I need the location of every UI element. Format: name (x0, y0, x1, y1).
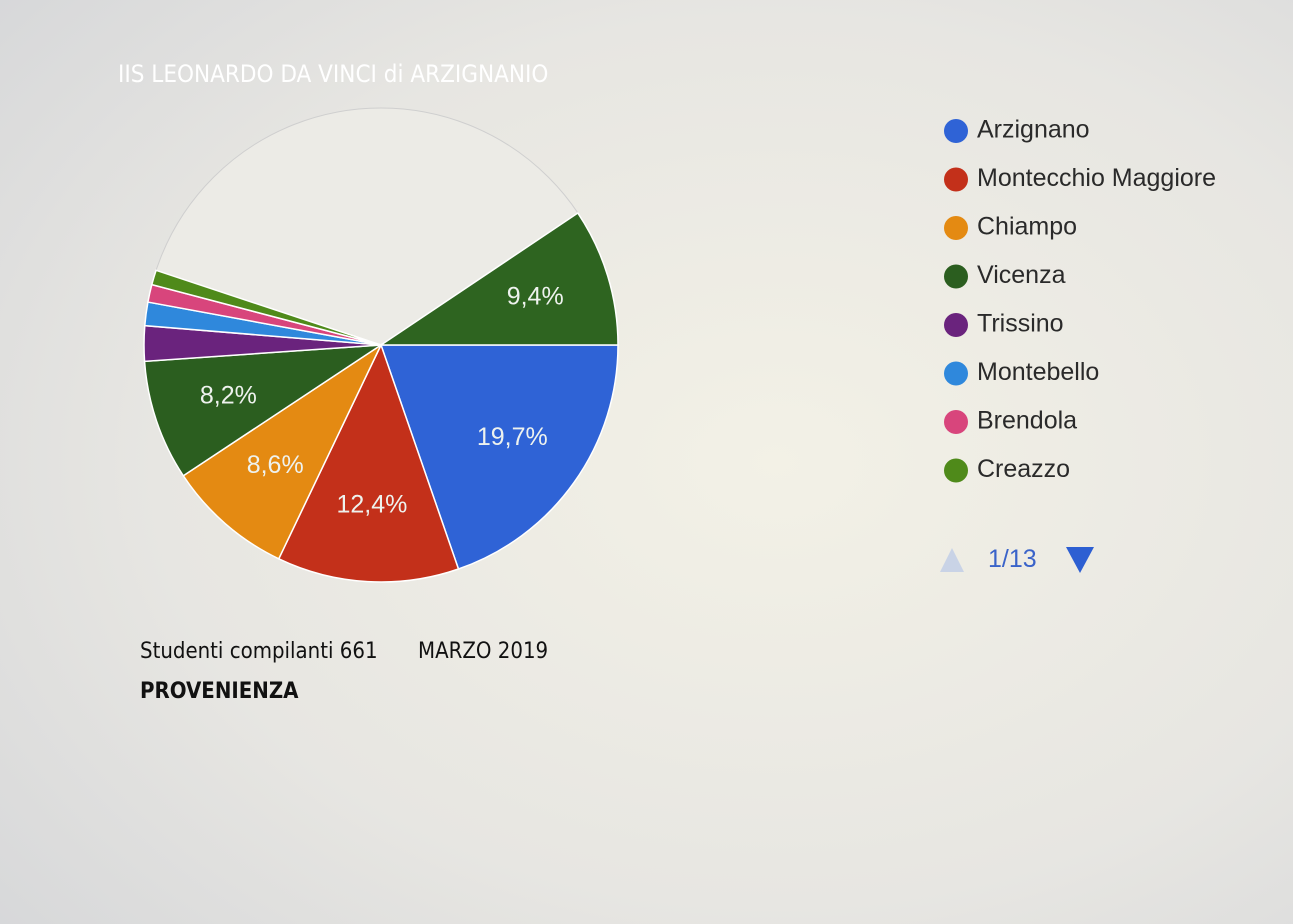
caption: PROVENIENZA (140, 679, 299, 704)
pie-slice (182, 342, 383, 560)
legend-marker (944, 458, 968, 483)
pie-slice (379, 344, 619, 570)
legend-marker (944, 313, 968, 337)
subtitle: Studenti compilanti 661 (140, 639, 378, 664)
legend-label: Arzignano (977, 116, 1090, 144)
slice-label: 8,6% (247, 451, 304, 479)
legend-page: 1/13 (988, 545, 1037, 573)
legend-label: Brendola (977, 407, 1077, 435)
legend-label: Creazzo (977, 455, 1070, 483)
legend-marker (944, 410, 968, 434)
date: MARZO 2019 (418, 639, 548, 664)
slice-label: 8,2% (200, 381, 257, 409)
legend-marker (944, 264, 968, 289)
slice-label: 12,4% (336, 491, 407, 519)
pie-slice (143, 344, 384, 477)
pie-slice (277, 343, 460, 583)
legend-marker (944, 119, 968, 143)
legend-label: Montecchio Maggiore (977, 164, 1216, 192)
legend-label: Trissino (977, 310, 1064, 338)
pie-slice (150, 269, 382, 346)
slice-label: 19,7% (477, 423, 548, 451)
legend-label: Montebello (977, 358, 1099, 386)
chart-title: IIS LEONARDO DA VINCI di ARZIGNANIO (118, 60, 548, 88)
legend-prev-arrow[interactable] (940, 548, 964, 572)
legend-marker (944, 361, 968, 386)
slice-label: 9,4% (507, 283, 564, 311)
legend-next-arrow[interactable] (1066, 547, 1094, 573)
legend-label: Vicenza (977, 261, 1066, 289)
legend-marker (944, 167, 968, 192)
pie-slice (378, 211, 619, 346)
legend-label: Chiampo (977, 213, 1077, 241)
legend-marker (944, 216, 968, 240)
